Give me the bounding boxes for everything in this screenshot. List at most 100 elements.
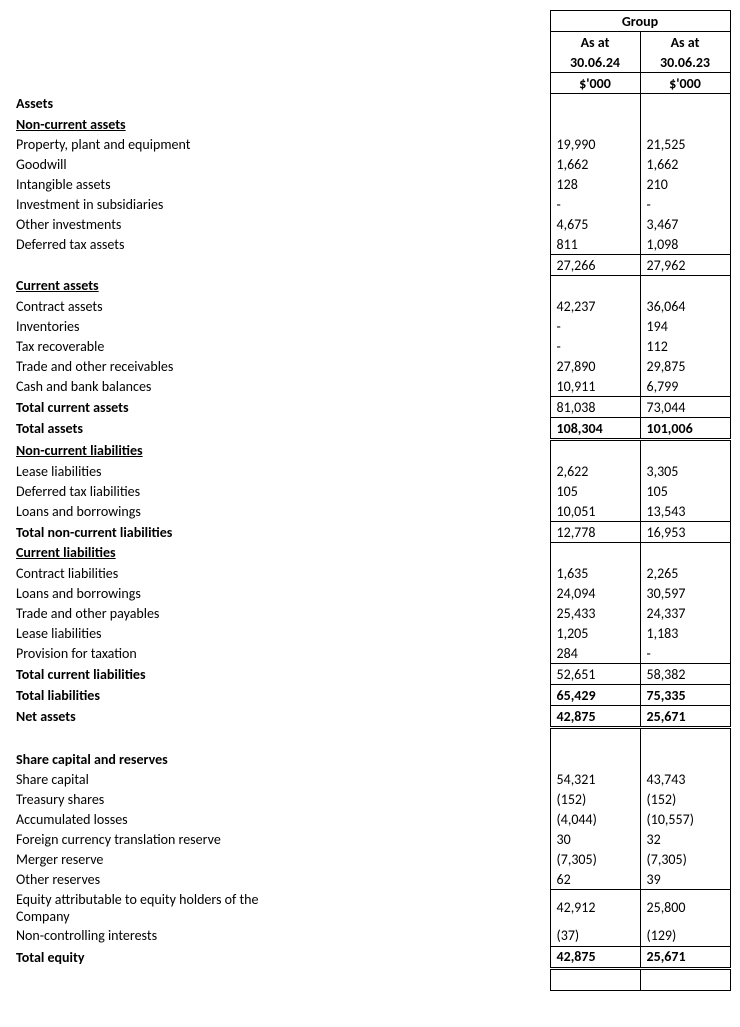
row-gw-b: 1,662 [640, 154, 730, 174]
row-nci-a: (37) [550, 926, 640, 947]
row-taxr-a: - [550, 336, 640, 356]
row-al-b: (10,557) [640, 809, 730, 829]
row-ll2-label: Lease liabilities [10, 623, 550, 643]
row-ia-label: Intangible assets [10, 174, 550, 194]
row-nci-b: (129) [640, 926, 730, 947]
row-iis-b: - [640, 194, 730, 214]
row-ts-label: Treasury shares [10, 789, 550, 809]
section-nca: Non-current assets [10, 114, 550, 134]
row-tncl-b: 16,953 [640, 522, 730, 543]
row-cona-a: 42,237 [550, 296, 640, 316]
row-dta-a: 811 [550, 234, 640, 255]
header-group: Group [550, 11, 730, 32]
header-date-2: 30.06.23 [640, 52, 730, 73]
row-ia-b: 210 [640, 174, 730, 194]
row-al-a: (4,044) [550, 809, 640, 829]
row-ll2-b: 1,183 [640, 623, 730, 643]
row-al-label: Accumulated losses [10, 809, 550, 829]
row-sc-label: Share capital [10, 769, 550, 789]
row-ll2-a: 1,205 [550, 623, 640, 643]
header-unit-1: $'000 [550, 73, 640, 94]
section-ncl: Non-current liabilities [10, 440, 550, 462]
row-ta-a: 108,304 [550, 418, 640, 440]
row-tor-label: Trade and other receivables [10, 356, 550, 376]
row-dtl-a: 105 [550, 481, 640, 501]
row-fctr-b: 32 [640, 829, 730, 849]
row-te-a: 42,875 [550, 946, 640, 968]
row-tl-b: 75,335 [640, 685, 730, 706]
row-taxr-b: 112 [640, 336, 730, 356]
row-ppe-label: Property, plant and equipment [10, 134, 550, 154]
header-asat-2: As at [640, 32, 730, 53]
row-top-b: 24,337 [640, 603, 730, 623]
row-lb-label: Loans and borrowings [10, 501, 550, 522]
row-lb2-label: Loans and borrowings [10, 583, 550, 603]
row-iis-label: Investment in subsidiaries [10, 194, 550, 214]
row-mr-label: Merger reserve [10, 849, 550, 869]
row-na-b: 25,671 [640, 706, 730, 728]
row-tcl-a: 52,651 [550, 664, 640, 685]
row-oi-a: 4,675 [550, 214, 640, 234]
row-gw-a: 1,662 [550, 154, 640, 174]
row-ppe-b: 21,525 [640, 134, 730, 154]
row-ia-a: 128 [550, 174, 640, 194]
row-fctr-label: Foreign currency translation reserve [10, 829, 550, 849]
header-unit-2: $'000 [640, 73, 730, 94]
section-assets: Assets [10, 94, 550, 115]
row-tncl-a: 12,778 [550, 522, 640, 543]
row-tca-a: 81,038 [550, 397, 640, 418]
row-na-a: 42,875 [550, 706, 640, 728]
row-inv-label: Inventories [10, 316, 550, 336]
row-na-label: Net assets [10, 706, 550, 728]
row-mr-a: (7,305) [550, 849, 640, 869]
row-tca-b: 73,044 [640, 397, 730, 418]
row-dta-label: Deferred tax assets [10, 234, 550, 255]
row-pft-a: 284 [550, 643, 640, 664]
section-ca: Current assets [10, 276, 550, 297]
row-oi-b: 3,467 [640, 214, 730, 234]
row-tor-a: 27,890 [550, 356, 640, 376]
row-tcl-b: 58,382 [640, 664, 730, 685]
row-inv-b: 194 [640, 316, 730, 336]
row-cash-label: Cash and bank balances [10, 376, 550, 397]
row-tncl-label: Total non-current liabilities [10, 522, 550, 543]
row-cona-b: 36,064 [640, 296, 730, 316]
row-ta-label: Total assets [10, 418, 550, 440]
section-cl: Current liabilities [10, 543, 550, 564]
row-conl-label: Contract liabilities [10, 563, 550, 583]
row-sc-a: 54,321 [550, 769, 640, 789]
row-ll-b: 3,305 [640, 461, 730, 481]
row-te-b: 25,671 [640, 946, 730, 968]
header-asat-1: As at [550, 32, 640, 53]
row-conl-b: 2,265 [640, 563, 730, 583]
row-ll-label: Lease liabilities [10, 461, 550, 481]
row-taxr-label: Tax recoverable [10, 336, 550, 356]
row-eah-label: Equity attributable to equity holders of… [10, 890, 550, 926]
row-ncatot-b: 27,962 [640, 255, 730, 276]
row-ncatot-a: 27,266 [550, 255, 640, 276]
row-cash-b: 6,799 [640, 376, 730, 397]
row-mr-b: (7,305) [640, 849, 730, 869]
row-dtl-b: 105 [640, 481, 730, 501]
row-tl-a: 65,429 [550, 685, 640, 706]
row-fctr-a: 30 [550, 829, 640, 849]
row-or-a: 62 [550, 869, 640, 890]
row-ppe-a: 19,990 [550, 134, 640, 154]
row-eah-a: 42,912 [550, 890, 640, 926]
row-eah-b: 25,800 [640, 890, 730, 926]
row-pft-b: - [640, 643, 730, 664]
row-te-label: Total equity [10, 946, 550, 968]
row-conl-a: 1,635 [550, 563, 640, 583]
row-tor-b: 29,875 [640, 356, 730, 376]
row-cona-label: Contract assets [10, 296, 550, 316]
row-lb2-b: 30,597 [640, 583, 730, 603]
balance-sheet-table: Group As at As at 30.06.24 30.06.23 $'00… [10, 10, 731, 991]
row-iis-a: - [550, 194, 640, 214]
row-lb2-a: 24,094 [550, 583, 640, 603]
row-or-label: Other reserves [10, 869, 550, 890]
row-lb-a: 10,051 [550, 501, 640, 522]
row-pft-label: Provision for taxation [10, 643, 550, 664]
header-date-1: 30.06.24 [550, 52, 640, 73]
row-tca-label: Total current assets [10, 397, 550, 418]
row-lb-b: 13,543 [640, 501, 730, 522]
